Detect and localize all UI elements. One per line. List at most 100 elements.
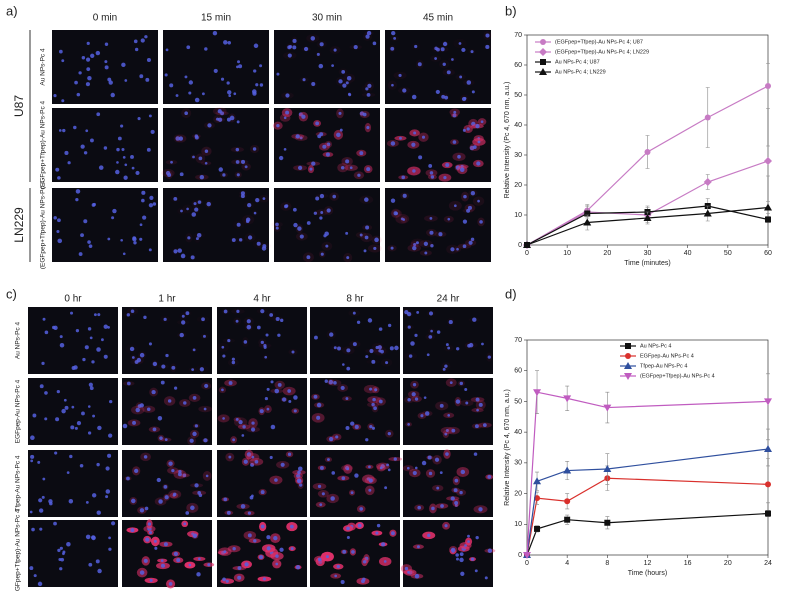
marker (764, 157, 772, 165)
nucleus (310, 36, 316, 41)
nucleus (402, 193, 407, 198)
nucleus (383, 560, 387, 563)
nucleus (129, 346, 135, 352)
micrograph-bg (403, 307, 493, 374)
nucleus (458, 42, 462, 45)
nucleus (192, 533, 198, 539)
nucleus (401, 175, 406, 180)
column-header: 24 hr (437, 294, 460, 305)
nucleus (185, 311, 190, 316)
x-tick-label: 10 (563, 250, 571, 257)
nucleus (139, 403, 144, 408)
micrograph-bg (163, 108, 269, 182)
nucleus (318, 63, 324, 69)
nucleus (57, 238, 63, 244)
nucleus (222, 173, 226, 177)
nucleus (30, 459, 34, 463)
nucleus (160, 563, 166, 568)
nucleus (390, 198, 396, 203)
nucleus (455, 165, 461, 170)
nucleus (120, 238, 123, 242)
nucleus (253, 43, 259, 49)
marker (644, 149, 651, 155)
nucleus (175, 94, 179, 97)
nucleus (413, 242, 417, 247)
micrograph (161, 107, 269, 182)
nucleus (256, 241, 261, 246)
nucleus (413, 131, 417, 135)
marker (533, 389, 542, 397)
nucleus (66, 541, 71, 547)
nucleus (369, 425, 373, 429)
nucleus (242, 425, 246, 429)
marker (703, 178, 712, 186)
nucleus (168, 582, 173, 586)
nucleus (326, 142, 331, 147)
nucleus (259, 409, 264, 414)
nucleus (29, 566, 34, 571)
column-header: 8 hr (346, 294, 364, 305)
nucleus (359, 151, 364, 156)
nucleus (183, 401, 187, 405)
nucleus (96, 112, 101, 117)
nucleus (301, 114, 306, 119)
nucleus (393, 457, 397, 461)
nucleus (59, 343, 65, 348)
nucleus (319, 216, 323, 220)
nucleus (133, 39, 138, 44)
nucleus (67, 161, 71, 165)
nucleus (455, 399, 461, 404)
nucleus (179, 172, 184, 177)
nucleus (429, 171, 434, 175)
micrograph (52, 30, 158, 104)
nucleus (331, 471, 336, 475)
micrograph (310, 378, 400, 445)
nucleus (346, 256, 350, 260)
marker (764, 398, 772, 406)
nucleus (322, 144, 327, 149)
nucleus (57, 176, 61, 180)
nucleus (73, 125, 77, 130)
nucleus (287, 53, 292, 58)
nucleus (482, 423, 487, 427)
nucleus (83, 219, 88, 224)
nucleus (464, 388, 468, 391)
nucleus (64, 405, 69, 410)
legend-label: Tfpep-Au NPs-Pc 4 (640, 363, 687, 369)
nucleus (101, 338, 104, 342)
nucleus (346, 348, 351, 353)
nucleus (251, 421, 255, 425)
nucleus (55, 417, 60, 422)
nucleus (309, 167, 313, 171)
nucleus (76, 92, 81, 97)
nucleus (262, 577, 266, 581)
x-tick-label: 0 (525, 560, 529, 567)
nucleus (456, 347, 460, 351)
y-tick-label: 20 (514, 490, 522, 497)
nucleus (371, 426, 376, 430)
nucleus (223, 40, 228, 45)
nucleus (41, 361, 45, 365)
nucleus (407, 311, 412, 317)
nucleus (253, 211, 257, 215)
nucleus (379, 466, 383, 470)
nucleus (150, 129, 155, 134)
nucleus (352, 342, 357, 347)
nucleus (342, 363, 345, 366)
micrograph (217, 378, 307, 445)
nucleus (220, 77, 225, 81)
nucleus (436, 47, 440, 52)
marker (703, 209, 712, 217)
nucleus (407, 325, 411, 329)
nucleus (452, 113, 457, 118)
nucleus (207, 563, 211, 567)
nucleus (476, 161, 481, 166)
x-tick-label: 12 (644, 560, 652, 567)
nucleus (87, 431, 92, 435)
nucleus (456, 247, 459, 251)
micrograph-bg (28, 378, 118, 445)
nucleus (317, 557, 322, 562)
nucleus (249, 495, 254, 500)
nucleus (485, 33, 490, 38)
nucleus (451, 428, 456, 433)
